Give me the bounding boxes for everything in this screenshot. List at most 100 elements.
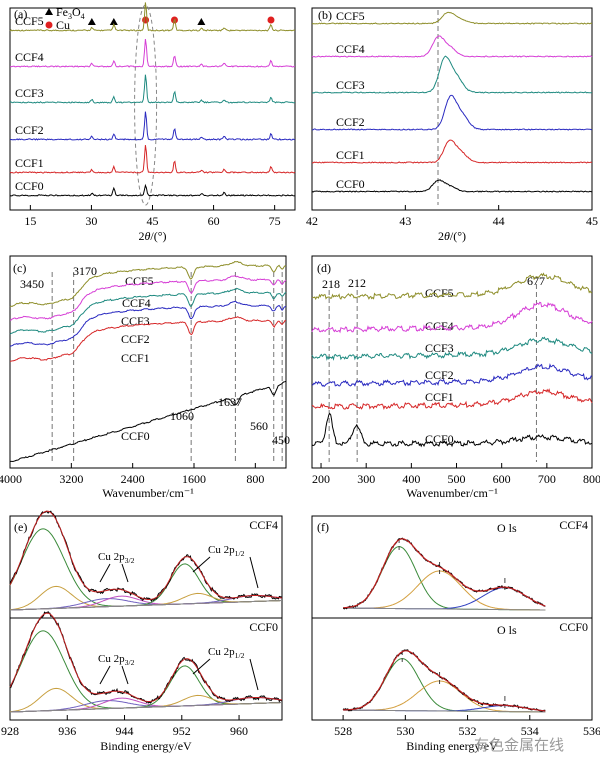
x-tick-label-c-4000: 4000 bbox=[0, 472, 22, 486]
x-tick-label-a-75: 75 bbox=[269, 214, 281, 228]
series-line-b-CCF4 bbox=[311, 35, 593, 58]
x-tick-label-c-3200: 3200 bbox=[59, 472, 83, 486]
x-tick-label-e-936: 936 bbox=[58, 724, 76, 738]
series-label-b-CCF2: CCF2 bbox=[336, 115, 365, 129]
series-line-b-CCF3 bbox=[311, 55, 592, 94]
x-tick-label-e-928: 928 bbox=[1, 724, 19, 738]
fit-component-f-CCF0-0 bbox=[343, 658, 546, 713]
series-line-b-CCF2 bbox=[311, 94, 593, 131]
peak-label-e-CCF0-2p32: Cu 2p3/2 bbox=[98, 653, 135, 667]
series-line-a-CCF2 bbox=[9, 111, 296, 141]
raw-data-f-CCF4 bbox=[343, 537, 546, 610]
fit-envelope-e-CCF4 bbox=[9, 510, 283, 600]
band-label-d-212: 212 bbox=[348, 276, 366, 290]
fit-component-e-CCF4-0 bbox=[9, 528, 282, 607]
legend-marker-cu bbox=[45, 21, 53, 29]
arrow-e-CCF0-1 bbox=[99, 665, 111, 685]
series-label-c-CCF2: CCF2 bbox=[121, 332, 150, 346]
x-tick-label-d-400: 400 bbox=[402, 472, 420, 486]
series-label-b-CCF1: CCF1 bbox=[336, 148, 365, 162]
fit-envelope-f-CCF4 bbox=[343, 538, 546, 609]
marker-cu-2 bbox=[267, 16, 275, 24]
legend-marker-fe3o4 bbox=[45, 8, 53, 15]
x-tick-label-a-15: 15 bbox=[24, 214, 36, 228]
peak-label-f-CCF4: O ls bbox=[497, 521, 517, 535]
series-line-d-CCF2 bbox=[311, 363, 593, 388]
series-line-c-CCF1 bbox=[9, 316, 286, 362]
series-label-d-CCF1: CCF1 bbox=[425, 390, 454, 404]
series-label-b-CCF0: CCF0 bbox=[336, 177, 365, 191]
panel-label-c: (c) bbox=[13, 261, 26, 275]
series-label-c-CCF0: CCF0 bbox=[121, 429, 150, 443]
fit-component-e-CCF4-4 bbox=[10, 563, 282, 611]
background-f-CCF4 bbox=[343, 607, 546, 611]
panel-label-d: (d) bbox=[317, 261, 331, 275]
series-line-c-CCF0 bbox=[10, 380, 287, 463]
x-tick-label-f-528: 528 bbox=[334, 724, 352, 738]
x-axis-label-b: 2θ/(°) bbox=[438, 229, 466, 243]
arrow-e-CCF0-3 bbox=[192, 658, 211, 675]
series-line-a-CCF5 bbox=[9, 2, 296, 32]
series-label-a-CCF1: CCF1 bbox=[15, 156, 44, 170]
x-tick-label-e-952: 952 bbox=[173, 724, 191, 738]
x-tick-label-f-532: 532 bbox=[459, 724, 477, 738]
arrow-e-CCF4-2 bbox=[121, 563, 129, 583]
x-tick-label-e-944: 944 bbox=[116, 724, 134, 738]
peak-label-e-CCF4-2p12: Cu 2p1/2 bbox=[208, 544, 245, 558]
subpanel-name-f-CCF0: CCF0 bbox=[559, 620, 588, 634]
band-label-c-3450: 3450 bbox=[20, 277, 44, 291]
marker-cu-0 bbox=[142, 16, 150, 24]
series-label-c-CCF4: CCF4 bbox=[122, 296, 151, 310]
arrow-e-CCF4-4 bbox=[249, 556, 259, 589]
x-tick-label-c-800: 800 bbox=[246, 472, 264, 486]
band-label-d-677: 677 bbox=[527, 274, 545, 288]
x-tick-label-e-960: 960 bbox=[230, 724, 248, 738]
x-tick-label-b-42: 42 bbox=[306, 214, 318, 228]
series-line-a-CCF4 bbox=[9, 39, 296, 68]
series-line-c-CCF3 bbox=[9, 287, 287, 335]
band-label-c-560: 560 bbox=[250, 419, 268, 433]
series-label-a-CCF3: CCF3 bbox=[15, 86, 44, 100]
x-axis-label-f: Binding energy/eV bbox=[406, 739, 498, 753]
x-tick-label-d-500: 500 bbox=[448, 472, 466, 486]
background-e-CCF0 bbox=[10, 702, 282, 713]
fit-component-f-CCF4-0 bbox=[343, 546, 546, 611]
x-tick-label-a-45: 45 bbox=[147, 214, 159, 228]
legend-label-cu: Cu bbox=[56, 18, 70, 32]
series-label-d-CCF3: CCF3 bbox=[425, 341, 454, 355]
peak-label-f-CCF0: O ls bbox=[497, 623, 517, 637]
x-tick-label-d-600: 600 bbox=[493, 472, 511, 486]
background-f-CCF0 bbox=[343, 709, 546, 713]
x-tick-label-c-1600: 1600 bbox=[182, 472, 206, 486]
series-label-a-CCF2: CCF2 bbox=[15, 123, 44, 137]
fit-component-e-CCF0-4 bbox=[10, 665, 282, 713]
panel-a-frame bbox=[9, 7, 296, 211]
panel-c-frame bbox=[9, 255, 287, 469]
arrow-e-CCF4-3 bbox=[192, 556, 211, 573]
x-tick-label-f-534: 534 bbox=[521, 724, 539, 738]
x-axis-label-d: Wavenumber/cm⁻¹ bbox=[406, 486, 498, 500]
marker-fe3o4-0 bbox=[87, 18, 96, 25]
series-label-c-CCF5: CCF5 bbox=[125, 274, 154, 288]
panel-label-f: (f) bbox=[317, 520, 329, 534]
x-tick-label-c-2400: 2400 bbox=[121, 472, 145, 486]
series-line-c-CCF2 bbox=[9, 300, 287, 347]
legend-label-fe3o4: Fe3O4 bbox=[56, 5, 85, 21]
panel-label-e: (e) bbox=[14, 520, 27, 534]
x-tick-label-b-44: 44 bbox=[493, 214, 505, 228]
panel-d-frame bbox=[311, 255, 593, 469]
x-tick-label-d-300: 300 bbox=[357, 472, 375, 486]
subpanel-name-e-CCF4: CCF4 bbox=[249, 518, 278, 532]
series-label-a-CCF5: CCF5 bbox=[15, 14, 44, 28]
series-label-c-CCF1: CCF1 bbox=[121, 351, 150, 365]
x-tick-label-b-45: 45 bbox=[586, 214, 598, 228]
panel-b-frame bbox=[311, 7, 593, 211]
series-line-d-CCF5 bbox=[311, 272, 593, 301]
panel-label-a: (a) bbox=[14, 7, 27, 21]
series-label-d-CCF2: CCF2 bbox=[425, 368, 454, 382]
x-tick-label-a-60: 60 bbox=[208, 214, 220, 228]
x-axis-label-c: Wavenumber/cm⁻¹ bbox=[102, 486, 194, 500]
x-axis-label-a: 2θ/(°) bbox=[138, 229, 166, 243]
x-tick-label-b-43: 43 bbox=[399, 214, 411, 228]
band-label-c-450: 450 bbox=[272, 433, 290, 447]
